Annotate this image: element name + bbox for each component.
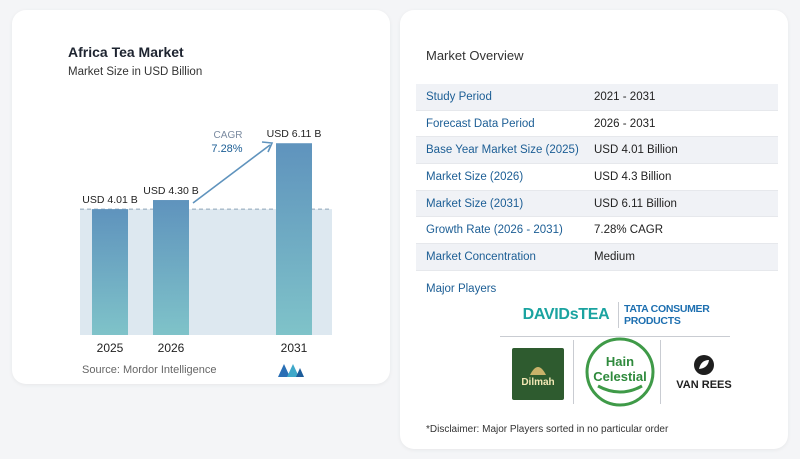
overview-title: Market Overview — [426, 48, 524, 63]
overview-row-label: Market Concentration — [426, 250, 536, 263]
overview-row: Forecast Data Period 2026 - 2031 — [416, 111, 778, 138]
leaf-icon — [694, 354, 714, 375]
bar-chart: USD 4.01 B 2025 USD 4.30 B 2026 USD 6.11 B 20… — [80, 128, 332, 355]
van-rees-logo: VAN REES — [664, 344, 744, 400]
hain-logo-word-1: Hain — [606, 354, 634, 369]
overview-row-label: Study Period — [426, 90, 492, 103]
cagr-arrow — [192, 144, 271, 204]
overview-row-value: Medium — [594, 250, 635, 263]
tata-consumer-products-logo: TATA CONSUMER PRODUCTS — [624, 303, 710, 327]
bar-2025 — [92, 209, 128, 335]
chart-subtitle: Market Size in USD Billion — [68, 66, 203, 78]
overview-row-label: Forecast Data Period — [426, 117, 535, 130]
logo-divider — [573, 340, 574, 404]
mordor-intelligence-logo — [278, 364, 304, 377]
source-text: Source: Mordor Intelligence — [82, 364, 217, 376]
overview-row-label: Market Size (2031) — [426, 197, 524, 210]
overview-row-label: Growth Rate (2026 - 2031) — [426, 224, 563, 237]
logo-divider — [618, 302, 619, 328]
bar-value-label: USD 4.30 B — [143, 185, 198, 197]
overview-row-value: 2026 - 2031 — [594, 117, 656, 130]
cagr-value: 7.28% — [211, 143, 242, 155]
overview-row-label: Market Size (2026) — [426, 170, 524, 183]
major-players-title: Major Players — [426, 283, 497, 295]
bar-2031 — [276, 143, 312, 335]
bar-2026 — [153, 200, 189, 335]
overview-row: Market Concentration Medium — [416, 244, 778, 271]
overview-row: Study Period 2021 - 2031 — [416, 84, 778, 111]
van-rees-logo-text: VAN REES — [676, 378, 732, 391]
bar-value-label: USD 4.01 B — [82, 194, 137, 206]
overview-row: Market Size (2026) USD 4.3 Billion — [416, 164, 778, 191]
x-tick-label: 2031 — [281, 341, 308, 355]
x-tick-label: 2025 — [97, 341, 124, 355]
disclaimer-text: *Disclaimer: Major Players sorted in no … — [426, 424, 669, 435]
overview-row-value: 7.28% CAGR — [594, 224, 664, 237]
cagr-arrow-head — [261, 141, 274, 153]
overview-row: Base Year Market Size (2025) USD 4.01 Bil… — [416, 137, 778, 165]
logo-divider — [500, 336, 730, 337]
overview-row-value: USD 4.01 Billion — [594, 144, 678, 157]
overview-row: Growth Rate (2026 - 2031) 7.28% CAGR — [416, 217, 778, 245]
overview-row-label: Base Year Market Size (2025) — [426, 144, 579, 157]
overview-table: Study Period 2021 - 2031 Forecast Data Pe… — [416, 84, 778, 271]
cagr-label: CAGR — [214, 130, 243, 141]
bar-value-label: USD 6.11 B — [267, 128, 322, 140]
overview-row-value: 2021 - 2031 — [594, 90, 656, 103]
overview-row-value: USD 6.11 Billion — [594, 197, 677, 210]
x-tick-label: 2026 — [158, 341, 185, 355]
logo-divider — [660, 340, 661, 404]
chart-title: Africa Tea Market — [68, 44, 184, 60]
overview-row-value: USD 4.3 Billion — [594, 170, 672, 183]
hain-celestial-emblem-icon: Hain Celestial — [585, 337, 655, 407]
hain-celestial-logo: Hain Celestial — [584, 336, 656, 408]
dilmah-crest-icon — [530, 366, 546, 375]
dilmah-logo-text: Dilmah — [521, 376, 555, 388]
hain-logo-word-2: Celestial — [593, 369, 646, 384]
davidstea-logo: DAVIDsTEA — [522, 306, 610, 323]
overview-row: Market Size (2031) USD 6.11 Billion — [416, 190, 778, 218]
dilmah-logo: Dilmah — [512, 348, 564, 400]
